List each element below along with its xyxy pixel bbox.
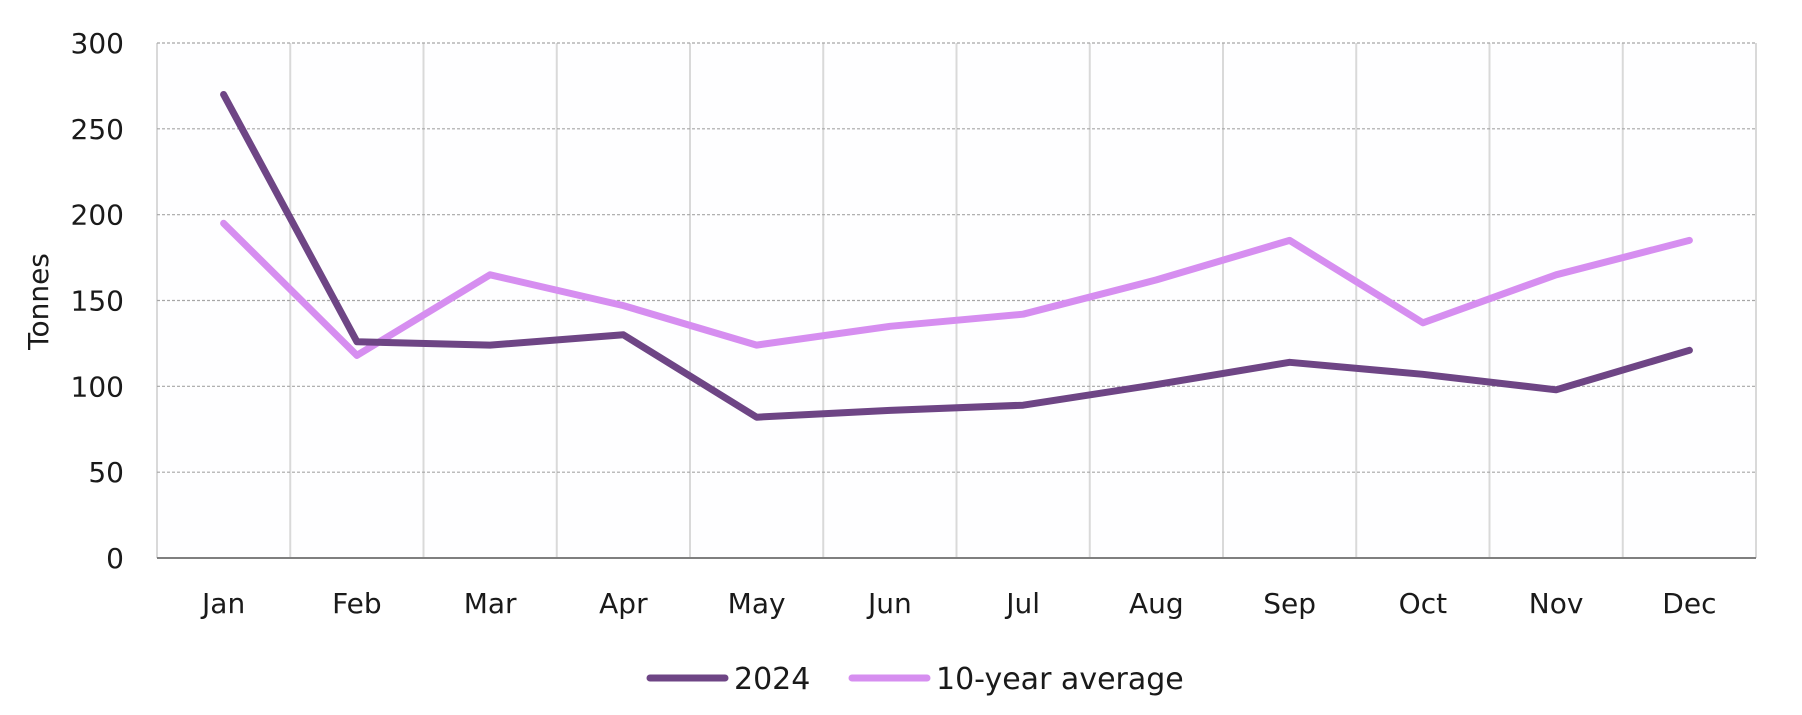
x-tick-label: Jul — [1004, 587, 1040, 620]
x-tick-label: May — [728, 587, 786, 620]
grid-lines — [156, 42, 1757, 558]
y-tick-label: 300 — [71, 27, 124, 60]
series-line — [220, 219, 1693, 359]
y-tick-label: 100 — [71, 370, 124, 403]
x-tick-label: Mar — [464, 587, 517, 620]
x-axis-ticks: Jan Feb Mar Apr May Jun Jul Aug Sep Oct Nov Dec — [200, 587, 1716, 620]
legend: 2024 10-year average — [646, 662, 1184, 697]
y-tick-label: 0 — [106, 542, 124, 575]
legend-label: 2024 — [734, 662, 810, 697]
x-tick-label: Sep — [1263, 587, 1316, 620]
x-tick-label: Jun — [866, 587, 912, 620]
series-line — [220, 91, 1693, 421]
y-axis-ticks: 0 50 100 150 200 250 300 — [71, 27, 124, 575]
x-tick-label: Feb — [332, 587, 382, 620]
x-tick-label: Oct — [1399, 587, 1447, 620]
y-axis-title: Tonnes — [22, 253, 55, 351]
x-tick-label: Apr — [599, 587, 648, 620]
x-tick-label: Nov — [1529, 587, 1584, 620]
series-lines — [220, 91, 1693, 421]
y-tick-label: 200 — [71, 199, 124, 232]
y-tick-label: 250 — [71, 113, 124, 146]
x-tick-label: Jan — [200, 587, 245, 620]
y-tick-label: 150 — [71, 285, 124, 318]
x-tick-label: Dec — [1662, 587, 1716, 620]
legend-label: 10-year average — [936, 662, 1184, 697]
x-tick-label: Aug — [1129, 587, 1184, 620]
y-tick-label: 50 — [88, 456, 124, 489]
